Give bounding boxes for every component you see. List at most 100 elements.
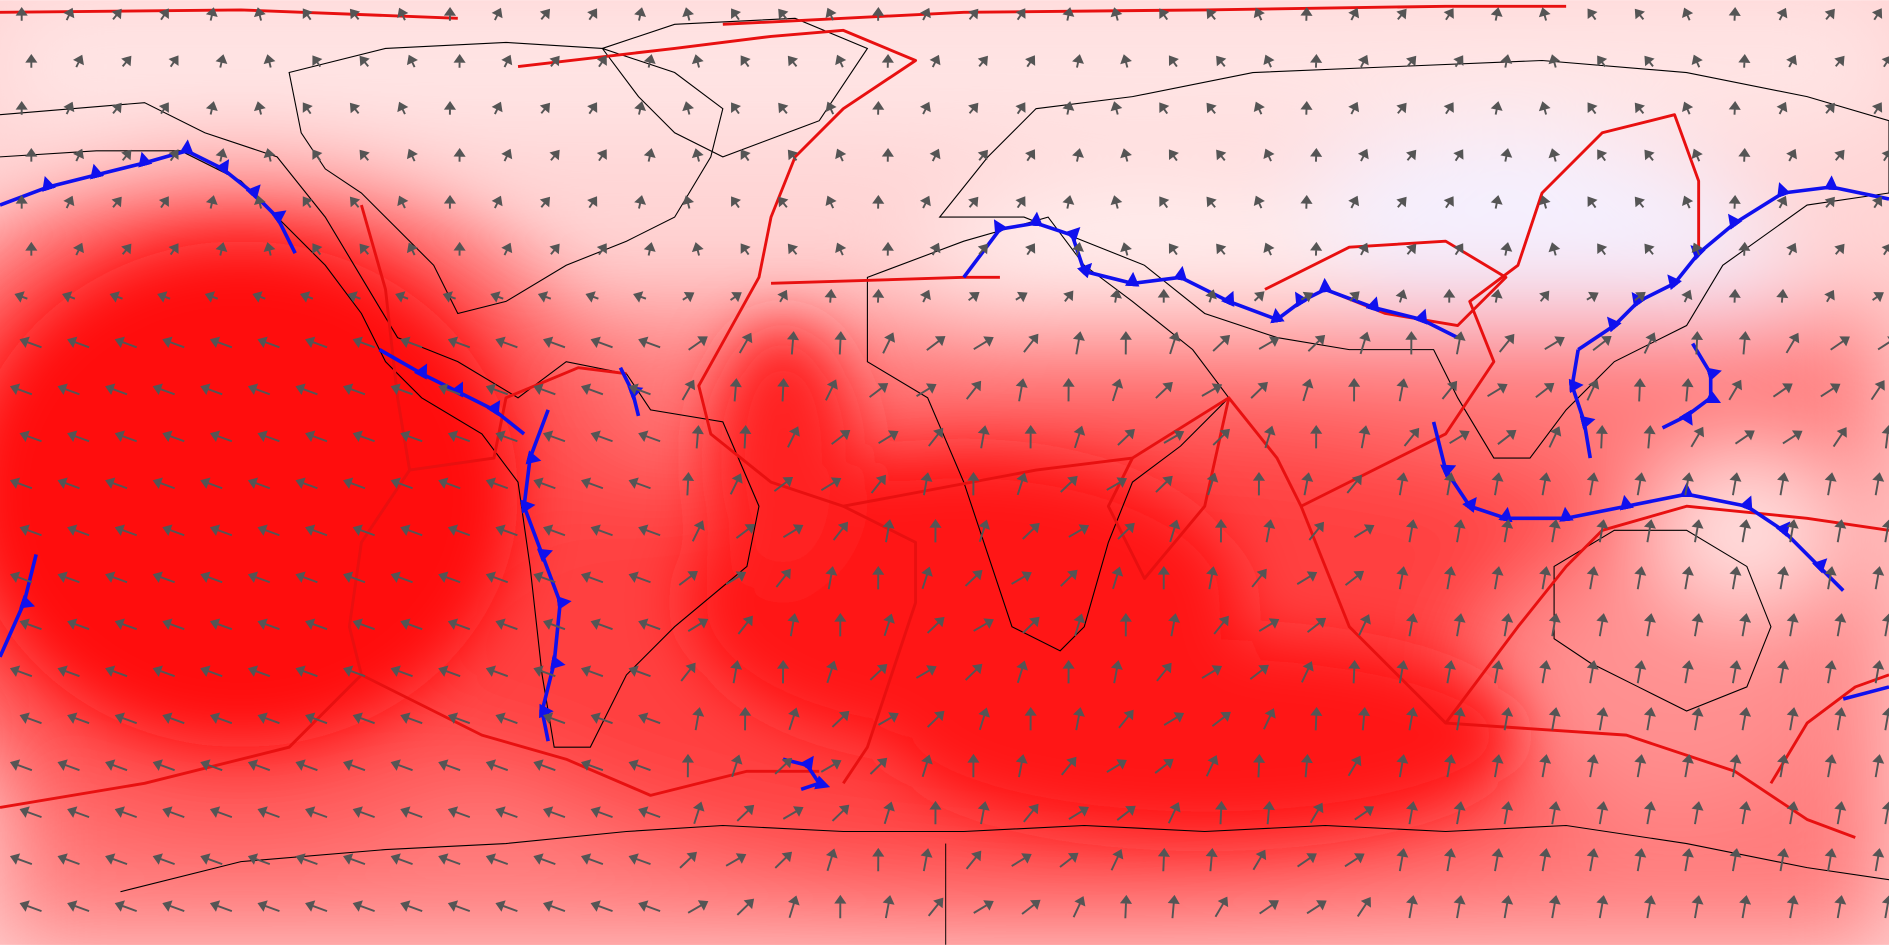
- velocity-arrow: [1072, 148, 1084, 162]
- velocity-arrow: [1206, 566, 1219, 590]
- velocity-arrow: [1824, 660, 1837, 684]
- velocity-arrow: [1310, 241, 1323, 256]
- velocity-arrow: [247, 571, 271, 584]
- velocity-arrow: [485, 853, 509, 866]
- velocity-arrow: [977, 425, 990, 449]
- velocity-arrow: [1216, 55, 1227, 67]
- velocity-arrow: [447, 336, 471, 349]
- velocity-arrow: [831, 804, 850, 822]
- velocity-arrow: [590, 430, 613, 443]
- velocity-arrow: [725, 571, 747, 585]
- velocity-arrow: [438, 853, 461, 866]
- velocity-arrow: [1877, 336, 1889, 351]
- velocity-arrow: [1682, 7, 1694, 21]
- velocity-arrow: [1872, 660, 1885, 684]
- velocity-arrow: [352, 618, 375, 631]
- velocity-arrow: [1729, 754, 1742, 778]
- velocity-arrow: [1548, 148, 1561, 162]
- velocity-arrow: [1634, 566, 1647, 590]
- velocity-arrow: [443, 7, 457, 21]
- velocity-arrow: [1830, 336, 1850, 351]
- velocity-arrow: [1396, 848, 1409, 872]
- velocity-arrow: [1119, 331, 1132, 355]
- velocity-arrow: [9, 665, 33, 678]
- velocity-arrow: [1501, 801, 1514, 825]
- velocity-arrow: [105, 477, 128, 490]
- velocity-arrow: [1106, 759, 1127, 773]
- velocity-arrow: [447, 806, 471, 819]
- velocity-arrow: [740, 149, 751, 162]
- velocity-arrow: [1111, 566, 1124, 590]
- velocity-arrow: [1406, 895, 1418, 919]
- velocity-arrow: [453, 241, 466, 256]
- velocity-arrow: [1406, 243, 1417, 255]
- velocity-arrow: [209, 336, 233, 349]
- velocity-arrow: [200, 383, 223, 396]
- velocity-arrow: [740, 243, 751, 256]
- velocity-arrow: [1777, 660, 1790, 684]
- velocity-arrow: [1538, 7, 1551, 21]
- velocity-arrow: [1539, 754, 1552, 778]
- velocity-arrow: [1643, 801, 1656, 825]
- velocity-arrow: [590, 712, 613, 725]
- velocity-arrow: [1491, 754, 1504, 778]
- velocity-arrow: [1548, 801, 1561, 825]
- velocity-arrow: [869, 757, 888, 775]
- velocity-arrow: [834, 612, 847, 637]
- velocity-arrow: [1015, 378, 1028, 402]
- velocity-arrow: [247, 665, 271, 678]
- velocity-arrow: [1300, 7, 1313, 21]
- velocity-arrow: [1548, 426, 1562, 448]
- velocity-arrow: [390, 571, 413, 584]
- velocity-arrow: [777, 289, 788, 303]
- velocity-arrow: [1820, 383, 1841, 398]
- velocity-arrow: [1786, 519, 1799, 543]
- velocity-arrow: [1548, 242, 1561, 256]
- velocity-arrow: [929, 242, 941, 256]
- velocity-arrow: [682, 292, 695, 303]
- velocity-arrow: [730, 754, 743, 778]
- velocity-arrow: [1824, 196, 1835, 208]
- velocity-arrow: [15, 100, 28, 115]
- velocity-arrow: [1296, 571, 1318, 585]
- velocity-arrow: [438, 383, 461, 396]
- velocity-arrow: [109, 291, 123, 303]
- velocity-arrow: [1406, 801, 1418, 825]
- velocity-arrow: [1347, 755, 1362, 777]
- velocity-arrow: [1072, 896, 1086, 918]
- velocity-arrow: [1777, 566, 1790, 590]
- velocity-arrow: [400, 712, 423, 725]
- velocity-arrow: [1881, 895, 1889, 919]
- velocity-arrow: [1490, 101, 1503, 115]
- velocity-arrow: [968, 291, 980, 303]
- velocity-arrow: [691, 425, 704, 449]
- velocity-arrow: [882, 332, 896, 354]
- velocity-arrow: [973, 618, 994, 632]
- velocity-arrow: [1072, 707, 1085, 731]
- velocity-arrow: [1023, 333, 1039, 353]
- velocity-arrow: [406, 242, 418, 256]
- velocity-arrow: [1586, 754, 1599, 778]
- velocity-arrow: [1015, 102, 1026, 115]
- velocity-arrow: [1739, 613, 1752, 637]
- velocity-arrow: [1785, 332, 1800, 354]
- velocity-arrow: [1406, 149, 1417, 161]
- velocity-arrow: [495, 524, 518, 537]
- velocity-arrow: [580, 477, 604, 490]
- velocity-arrow: [1490, 289, 1503, 303]
- velocity-arrow: [495, 336, 518, 349]
- velocity-arrow: [299, 291, 314, 303]
- velocity-arrow: [1824, 848, 1837, 872]
- velocity-arrow: [638, 336, 661, 349]
- velocity-arrow: [1691, 801, 1704, 825]
- velocity-arrow: [1834, 55, 1845, 67]
- velocity-arrow: [114, 806, 138, 819]
- velocity-arrow: [1155, 381, 1173, 399]
- velocity-arrow: [295, 571, 318, 584]
- velocity-arrow: [1356, 896, 1371, 917]
- velocity-arrow: [824, 288, 837, 303]
- velocity-arrow: [390, 853, 413, 866]
- velocity-arrow: [1443, 660, 1456, 684]
- velocity-arrow: [1596, 519, 1609, 543]
- velocity-arrow: [1253, 7, 1265, 21]
